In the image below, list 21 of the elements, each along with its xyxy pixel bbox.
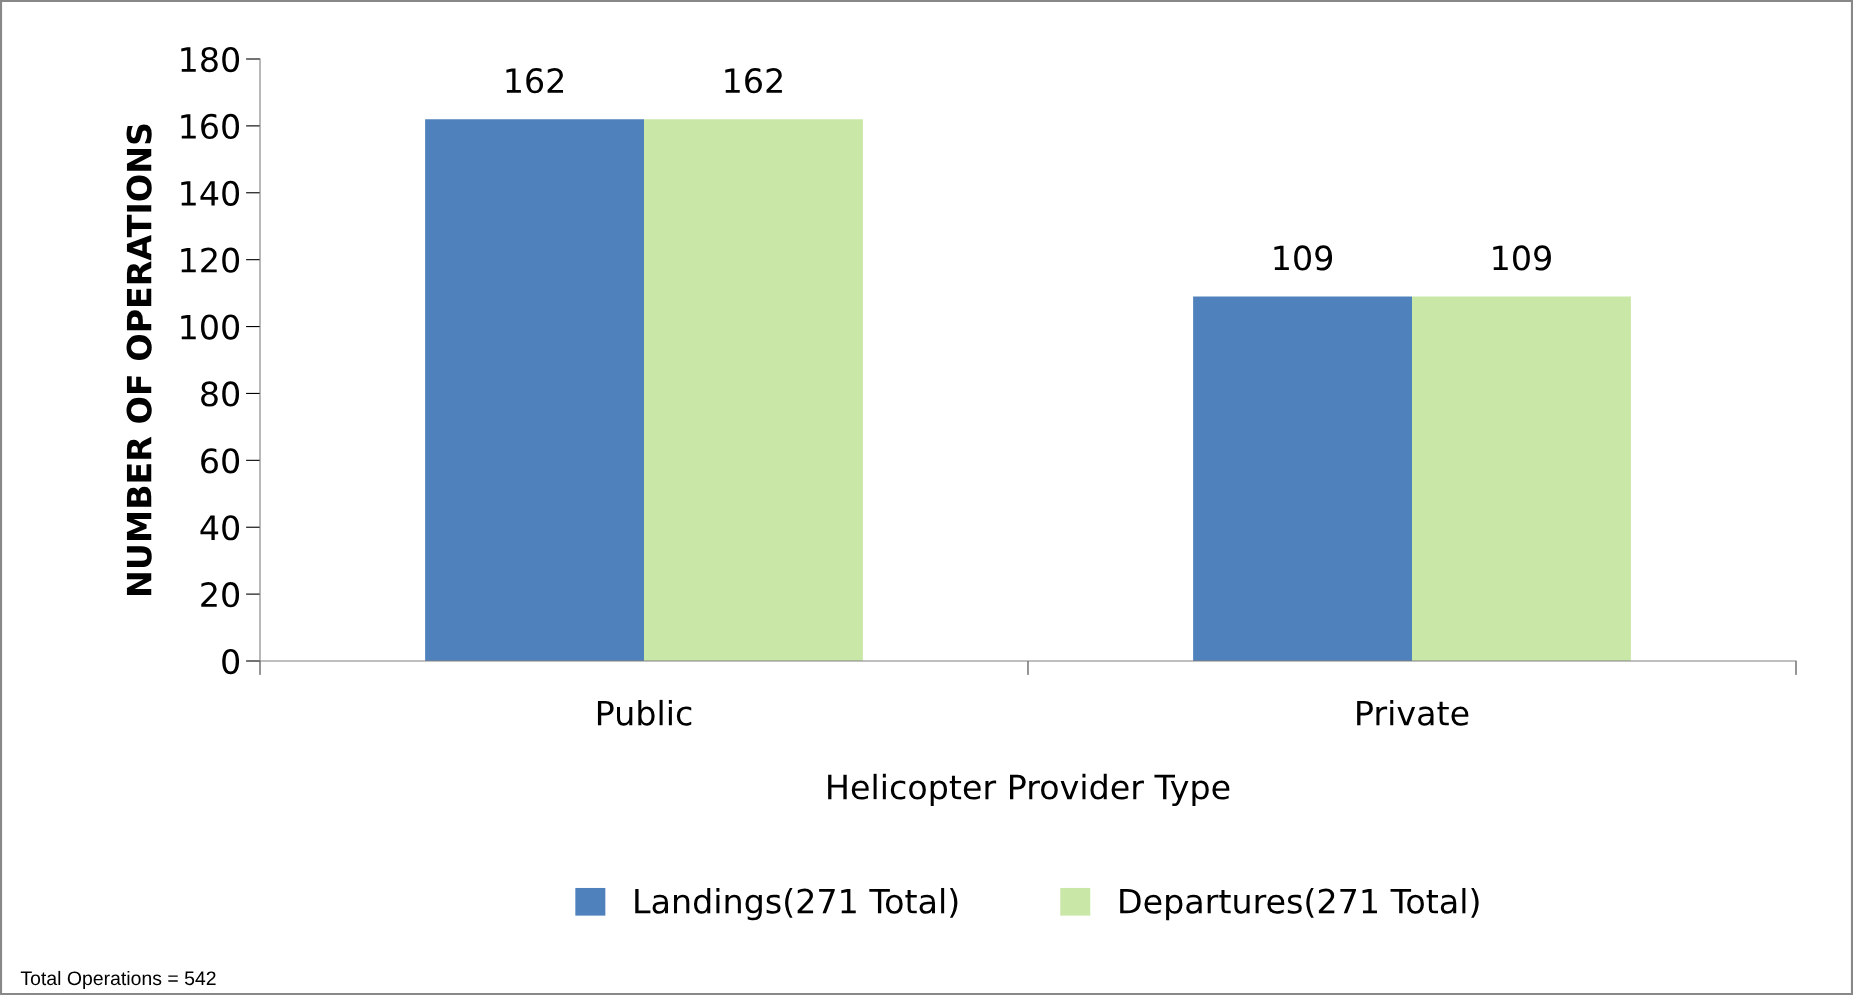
y-tick-label: 100: [181, 314, 240, 340]
data-label: 162: [725, 68, 782, 94]
y-tick-label: 20: [201, 582, 240, 608]
data-label: 109: [1493, 245, 1551, 271]
x-tick-label: Public: [597, 699, 692, 726]
x-axis-title: Helicopter Provider Type: [828, 773, 1230, 807]
y-tick-label: 180: [181, 46, 240, 73]
y-tick-label: 140: [181, 180, 240, 206]
y-tick-label: 60: [201, 448, 240, 474]
y-axis-title: NUMBER OF OPERATIONS: [126, 124, 152, 595]
x-tick-label: Private: [1357, 699, 1469, 726]
y-tick-label: 160: [181, 113, 240, 140]
y-tick-label: 120: [181, 247, 240, 273]
text: Total Operations = 542: [20, 970, 216, 990]
y-tick-label: 40: [200, 515, 240, 541]
y-tick-label: 80: [201, 381, 240, 407]
y-tick-label: 0: [222, 648, 240, 675]
data-label: 162: [506, 68, 564, 94]
data-label: 109: [1274, 245, 1333, 271]
legend-label: Landings(271 Total): [635, 887, 958, 921]
legend-label: Departures(271 Total): [1120, 887, 1479, 921]
